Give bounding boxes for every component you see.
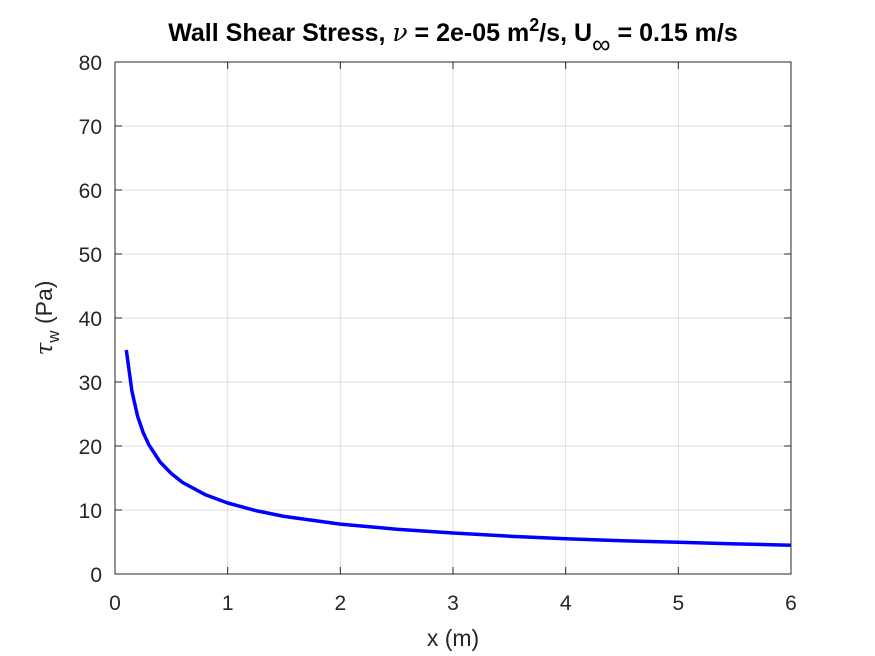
y-tick-label: 0 [90, 564, 102, 587]
x-tick-label: 4 [560, 592, 572, 615]
x-axis-label: x (m) [427, 625, 479, 651]
y-tick-label: 40 [79, 308, 102, 331]
x-tick-label: 1 [222, 592, 234, 615]
chart-title: Wall Shear Stress, ν = 2e-05 m2/s, U∞ = … [168, 15, 738, 59]
x-tick-label: 6 [785, 592, 797, 615]
x-tick-label: 0 [109, 592, 121, 615]
x-tick-labels: 0 1 2 3 4 5 6 [109, 592, 797, 615]
y-tick-labels: 0 10 20 30 40 50 60 70 80 [79, 52, 102, 587]
y-tick-label: 60 [79, 180, 102, 203]
tick-marks [114, 61, 792, 575]
title-nu-mid: = 2e-05 m [408, 19, 530, 47]
y-tick-label: 50 [79, 244, 102, 267]
title-u-end: = 0.15 m/s [611, 19, 738, 47]
y-label-unit: (Pa) [31, 281, 57, 331]
y-tick-label: 20 [79, 436, 102, 459]
plot-area [115, 62, 791, 574]
title-nu-superscript: 2 [529, 15, 539, 35]
x-tick-label: 5 [672, 592, 684, 615]
x-tick-label: 2 [334, 592, 346, 615]
grid-lines [115, 62, 791, 574]
y-label-subscript: w [44, 330, 63, 344]
y-tick-label: 10 [79, 500, 102, 523]
title-u-subscript: ∞ [592, 29, 611, 59]
series-group [124, 349, 792, 547]
y-tick-label: 30 [79, 372, 102, 395]
title-nu-symbol: ν [392, 18, 407, 47]
y-tick-label: 70 [79, 116, 102, 139]
y-axis-label: τw (Pa) [31, 281, 63, 356]
title-prefix: Wall Shear Stress, [168, 19, 392, 47]
x-tick-label: 3 [447, 592, 459, 615]
series-line [124, 349, 792, 547]
title-nu-end: /s, U [539, 19, 592, 47]
y-tick-label: 80 [79, 52, 102, 75]
y-label-symbol: τ [32, 341, 58, 355]
